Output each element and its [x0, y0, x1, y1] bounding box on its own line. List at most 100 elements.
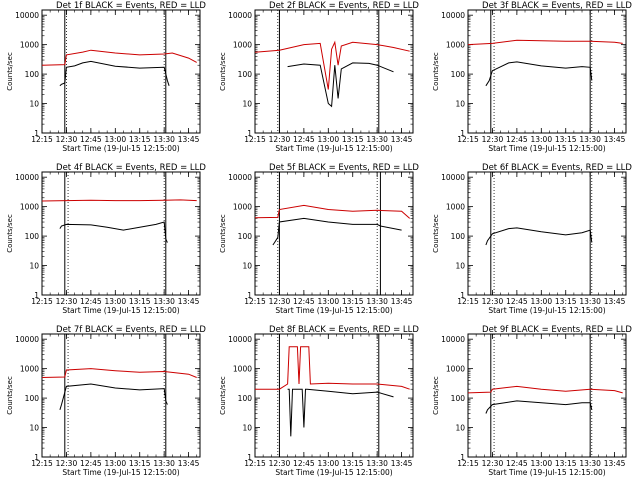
detector-panel-8: Det 8f BLACK = Events, RED = LLD 1 10 100 10…	[219, 325, 419, 477]
x-tick-label: 13:00	[530, 459, 552, 468]
detector-panel-9: Det 9f BLACK = Events, RED = LLD 1 10 100 10…	[432, 325, 632, 477]
x-axis-label: Start Time (19-Jul-15 12:15:00)	[275, 306, 392, 315]
panel-title: Det 5f BLACK = Events, RED = LLD	[269, 163, 419, 173]
detector-panel-7: Det 7f BLACK = Events, RED = LLD 1 10 100 10…	[6, 325, 206, 477]
y-axis-label: Counts/sec	[6, 376, 14, 415]
y-tick-label: 10000	[228, 173, 252, 182]
x-tick-label: 12:15	[31, 459, 53, 468]
y-tick-label: 100	[25, 394, 40, 403]
x-tick-label: 12:45	[506, 135, 528, 144]
x-tick-label: 12:30	[482, 135, 504, 144]
x-tick-label: 13:30	[153, 459, 175, 468]
y-tick-label: 1000	[20, 203, 39, 212]
y-axis-label: Counts/sec	[219, 214, 227, 253]
x-tick-label: 13:15	[342, 459, 364, 468]
x-tick-label: 12:45	[80, 459, 102, 468]
y-axis-label: Counts/sec	[432, 376, 440, 415]
x-tick-label: 12:30	[56, 135, 78, 144]
y-tick-label: 10	[29, 100, 39, 109]
x-tick-label: 12:15	[244, 297, 266, 306]
plot-frame	[41, 333, 201, 458]
x-tick-label: 13:15	[342, 297, 364, 306]
x-axis-label: Start Time (19-Jul-15 12:15:00)	[488, 144, 605, 153]
y-tick-label: 100	[451, 232, 466, 241]
y-tick-label: 100	[25, 232, 40, 241]
y-tick-label: 10000	[441, 335, 465, 344]
lld-series-line	[255, 346, 410, 390]
plot-frame	[41, 9, 201, 134]
y-tick-label: 10000	[441, 173, 465, 182]
events-series-line	[485, 400, 593, 414]
x-tick-label: 12:45	[293, 459, 315, 468]
x-tick-label: 13:00	[104, 459, 126, 468]
x-tick-label: 13:15	[129, 135, 151, 144]
lld-series-line	[41, 49, 197, 66]
plot-frame	[467, 171, 627, 296]
panel-title: Det 3f BLACK = Events, RED = LLD	[482, 1, 632, 11]
y-tick-label: 10000	[15, 335, 39, 344]
x-tick-label: 13:15	[342, 135, 364, 144]
x-tick-label: 12:45	[506, 297, 528, 306]
y-tick-label: 100	[451, 70, 466, 79]
x-tick-label: 12:15	[457, 297, 479, 306]
panel-title: Det 2f BLACK = Events, RED = LLD	[269, 1, 419, 11]
x-tick-label: 12:15	[31, 297, 53, 306]
y-tick-label: 1	[247, 129, 252, 138]
plot-frame	[254, 9, 414, 134]
x-tick-label: 13:45	[178, 459, 200, 468]
x-tick-label: 12:45	[80, 297, 102, 306]
y-tick-label: 1000	[233, 41, 252, 50]
x-tick-label: 12:45	[506, 459, 528, 468]
x-tick-label: 13:45	[604, 135, 626, 144]
x-tick-label: 13:45	[391, 297, 413, 306]
y-tick-label: 10000	[441, 11, 465, 20]
y-tick-label: 100	[238, 70, 253, 79]
events-series-line	[59, 221, 168, 243]
y-tick-label: 10	[242, 424, 252, 433]
x-tick-label: 12:30	[56, 297, 78, 306]
y-axis-label: Counts/sec	[432, 52, 440, 91]
y-axis-label: Counts/sec	[6, 214, 14, 253]
panel-title: Det 6f BLACK = Events, RED = LLD	[482, 163, 632, 173]
x-axis-label: Start Time (19-Jul-15 12:15:00)	[275, 468, 392, 477]
events-series-line	[287, 62, 394, 108]
events-series-line	[485, 227, 593, 246]
x-tick-label: 12:15	[244, 135, 266, 144]
y-tick-label: 1000	[446, 203, 465, 212]
plot-frame	[254, 171, 414, 296]
panel-title: Det 4f BLACK = Events, RED = LLD	[56, 163, 206, 173]
panel-title: Det 9f BLACK = Events, RED = LLD	[482, 325, 632, 335]
panel-title: Det 1f BLACK = Events, RED = LLD	[56, 1, 206, 11]
y-tick-label: 10	[455, 100, 465, 109]
x-axis-label: Start Time (19-Jul-15 12:15:00)	[62, 144, 179, 153]
y-tick-label: 10000	[228, 11, 252, 20]
x-tick-label: 13:15	[129, 459, 151, 468]
x-tick-label: 12:30	[56, 459, 78, 468]
lld-series-line	[467, 385, 623, 394]
x-tick-label: 13:30	[366, 297, 388, 306]
y-tick-label: 1	[34, 291, 39, 300]
x-tick-label: 13:00	[317, 135, 339, 144]
x-tick-label: 13:30	[366, 135, 388, 144]
x-tick-label: 13:00	[530, 135, 552, 144]
detector-panel-1: Det 1f BLACK = Events, RED = LLD 1 10 100 10…	[6, 1, 206, 153]
x-tick-label: 13:15	[555, 459, 577, 468]
x-tick-label: 13:00	[530, 297, 552, 306]
y-tick-label: 10	[455, 262, 465, 271]
x-tick-label: 13:45	[178, 297, 200, 306]
x-tick-label: 12:30	[269, 459, 291, 468]
lld-series-line	[254, 204, 411, 219]
x-tick-label: 13:15	[555, 297, 577, 306]
y-tick-label: 1000	[20, 41, 39, 50]
y-tick-label: 10000	[15, 173, 39, 182]
detector-panel-6: Det 6f BLACK = Events, RED = LLD 1 10 100 10…	[432, 163, 632, 315]
y-tick-label: 1000	[20, 365, 39, 374]
x-axis-label: Start Time (19-Jul-15 12:15:00)	[275, 144, 392, 153]
x-tick-label: 13:45	[178, 135, 200, 144]
x-tick-label: 13:00	[104, 135, 126, 144]
x-tick-label: 13:30	[579, 459, 601, 468]
x-tick-label: 12:15	[244, 459, 266, 468]
detector-panel-4: Det 4f BLACK = Events, RED = LLD 1 10 100 10…	[6, 163, 206, 315]
x-tick-label: 13:45	[604, 297, 626, 306]
